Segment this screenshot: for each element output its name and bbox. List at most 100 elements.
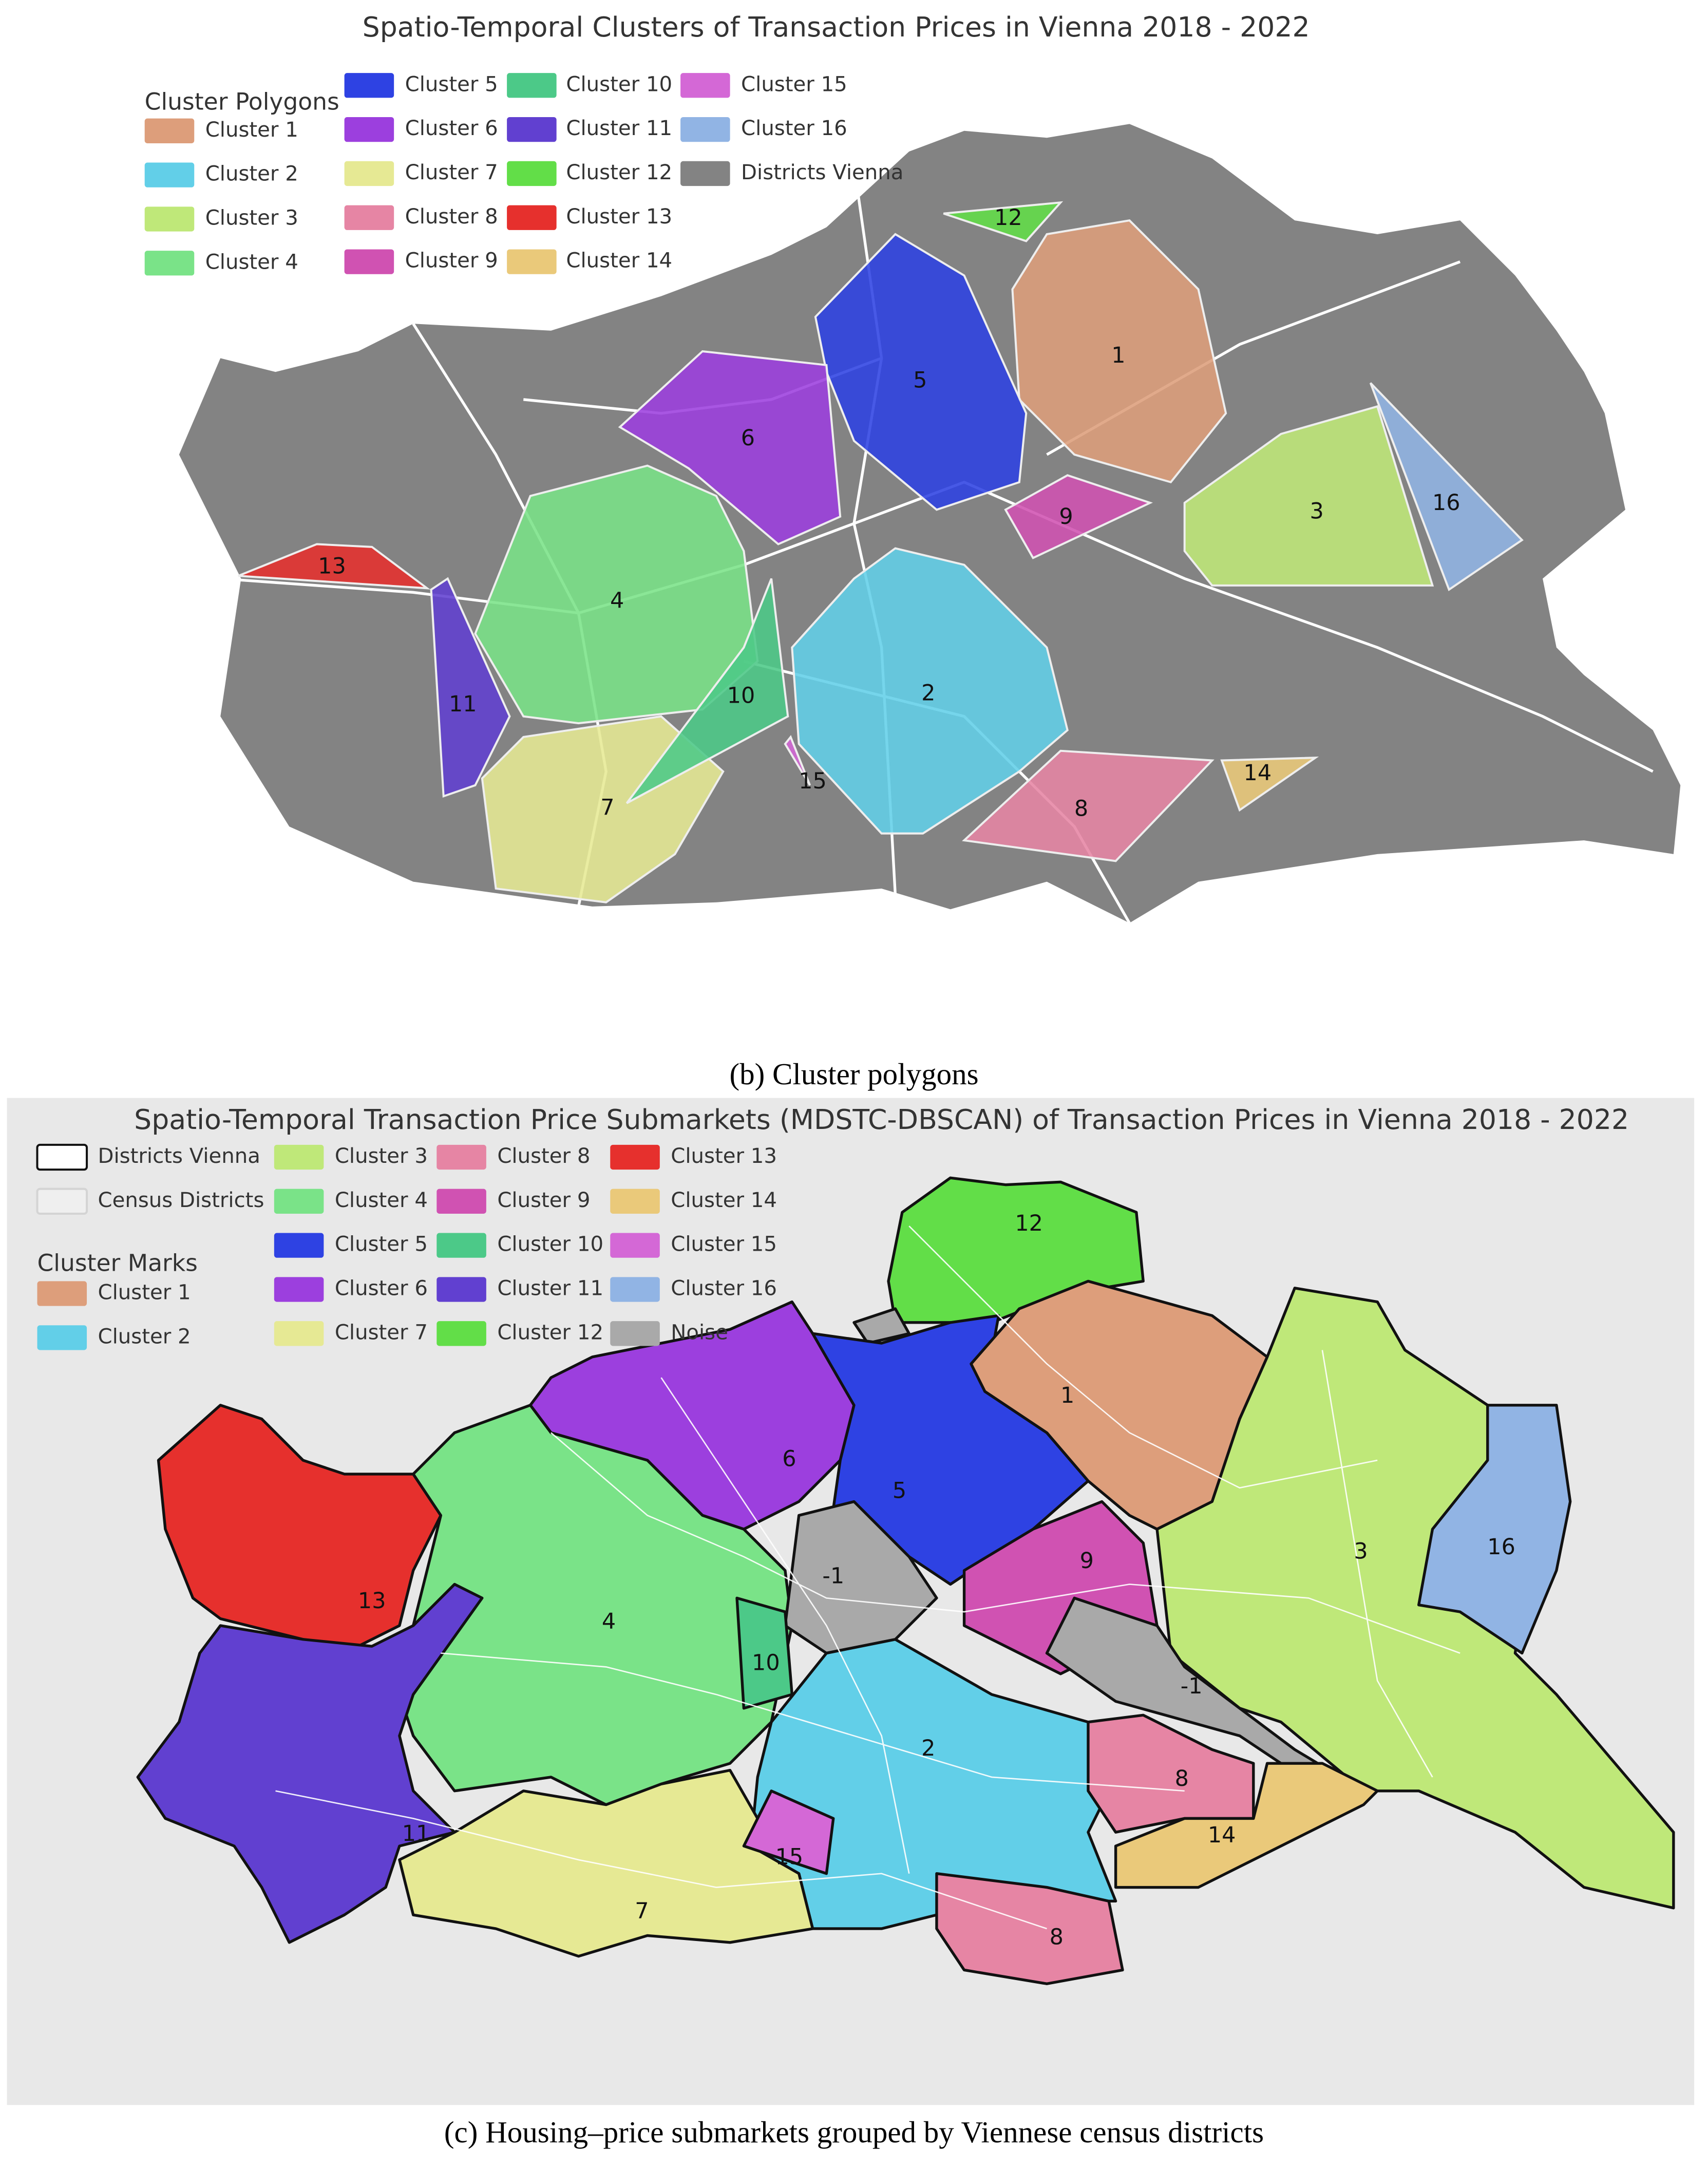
legend-swatch — [274, 1277, 324, 1302]
legend-label: Cluster 5 — [405, 72, 498, 96]
cluster-polygon — [618, 350, 842, 545]
map-label: 12 — [994, 205, 1022, 231]
map-label: 2 — [921, 1736, 935, 1761]
legend-label: Cluster 4 — [335, 1189, 428, 1212]
legend-swatch — [610, 1321, 660, 1346]
map-label: 16 — [1487, 1534, 1515, 1560]
panel-c: Spatio-Temporal Transaction Price Submar… — [7, 1098, 1695, 2149]
legend-swatch — [37, 1281, 87, 1306]
legend-label: Cluster 11 — [566, 117, 672, 140]
caption: (c) Housing–price submarkets grouped by … — [444, 2115, 1264, 2149]
legend-label: Cluster 10 — [497, 1233, 603, 1256]
legend-swatch — [610, 1189, 660, 1214]
submarket — [157, 1404, 443, 1648]
legend-label: Cluster 4 — [205, 250, 298, 274]
legend-swatch — [507, 117, 557, 142]
legend-swatch — [507, 205, 557, 230]
submarket — [1417, 1404, 1572, 1655]
legend-title: Cluster Polygons — [145, 88, 339, 116]
legend-label: Cluster 9 — [497, 1189, 590, 1212]
legend-label: Cluster 1 — [98, 1281, 191, 1305]
legend-label: Noise — [671, 1321, 728, 1344]
map-label: 11 — [449, 691, 477, 717]
legend-label: Cluster 14 — [671, 1189, 777, 1212]
map-label: 14 — [1208, 1822, 1236, 1848]
legend-label: Cluster 6 — [405, 117, 498, 140]
legend-swatch — [36, 1143, 88, 1171]
legend-swatch — [144, 206, 195, 232]
legend-swatch — [274, 1144, 324, 1170]
map-label: 8 — [1074, 796, 1088, 822]
submarket — [742, 1789, 835, 1875]
legend-label: Cluster 16 — [671, 1276, 777, 1300]
map-label: -1 — [822, 1563, 844, 1589]
map-label: 12 — [1015, 1211, 1043, 1236]
cluster-polygon — [814, 233, 1028, 511]
map-label: 1 — [1111, 343, 1125, 368]
legend-swatch — [144, 118, 195, 143]
legend-label: Cluster 3 — [205, 206, 298, 230]
legend-label: Cluster 12 — [566, 161, 672, 184]
legend-label: Cluster 6 — [335, 1276, 428, 1300]
legend-label: Districts Vienna — [98, 1144, 260, 1168]
map-label: 8 — [1175, 1766, 1189, 1792]
legend-swatch — [344, 205, 394, 230]
map-label: 8 — [1050, 1924, 1064, 1950]
legend-swatch — [610, 1233, 660, 1258]
legend-label: Cluster 12 — [497, 1321, 603, 1344]
legend-swatch — [344, 161, 394, 186]
map-label: 15 — [775, 1844, 804, 1870]
submarket — [811, 1314, 1090, 1586]
cluster-polygon — [1220, 756, 1319, 812]
legend-label: Cluster 15 — [741, 72, 847, 96]
legend: Districts Vienna Census Districts Cluster … — [36, 1143, 777, 1350]
cluster-polygon — [430, 577, 511, 798]
submarket — [935, 1872, 1124, 1985]
legend-swatch — [507, 73, 557, 98]
legend-label: Cluster 16 — [741, 117, 847, 140]
legend-swatch — [344, 249, 394, 274]
legend-swatch — [274, 1233, 324, 1258]
map-label: 5 — [913, 367, 927, 393]
cluster-polygon — [784, 734, 811, 786]
legend-swatch — [680, 117, 730, 142]
map-label: 10 — [752, 1650, 780, 1676]
map-label: 9 — [1080, 1548, 1094, 1574]
legend-swatch — [437, 1189, 486, 1214]
cluster-polygon — [962, 749, 1214, 862]
legend-label: Cluster 7 — [335, 1321, 428, 1344]
map-label: 2 — [921, 680, 935, 706]
map-label: 13 — [358, 1588, 386, 1614]
map-label: 1 — [1060, 1383, 1074, 1408]
legend-swatch — [507, 249, 557, 274]
cluster-polygons — [238, 201, 1524, 903]
vienna-outline — [179, 124, 1681, 924]
legend-label: Cluster 8 — [405, 205, 498, 229]
submarket — [1155, 1287, 1675, 1910]
map-label: 3 — [1354, 1538, 1368, 1564]
legend-swatch — [437, 1144, 486, 1170]
map-label: 15 — [799, 768, 827, 794]
map-label: 7 — [635, 1898, 649, 1924]
legend-swatch — [680, 161, 730, 186]
legend: Cluster 1 Cluster 2 Cluster 3 Cluster 4 Clus… — [144, 72, 903, 276]
map-label: 6 — [741, 425, 755, 451]
cluster-polygon — [1369, 382, 1524, 592]
cluster-polygon — [1183, 405, 1434, 587]
census-borders — [275, 1226, 1460, 1930]
legend-label: Census Districts — [98, 1189, 264, 1212]
map-label: 14 — [1244, 760, 1272, 786]
map-label: 11 — [402, 1821, 430, 1846]
caption: (b) Cluster polygons — [729, 1057, 978, 1091]
legend-label: Cluster 7 — [405, 161, 498, 184]
map-title: Spatio-Temporal Transaction Price Submar… — [134, 1103, 1629, 1136]
legend-swatch — [344, 117, 394, 142]
cluster-polygon — [943, 201, 1064, 242]
legend-label: Cluster 2 — [98, 1325, 191, 1348]
map-label: 16 — [1432, 490, 1460, 516]
legend-swatch — [610, 1277, 660, 1302]
legend-swatch — [437, 1233, 486, 1258]
map-label: 6 — [782, 1446, 796, 1472]
